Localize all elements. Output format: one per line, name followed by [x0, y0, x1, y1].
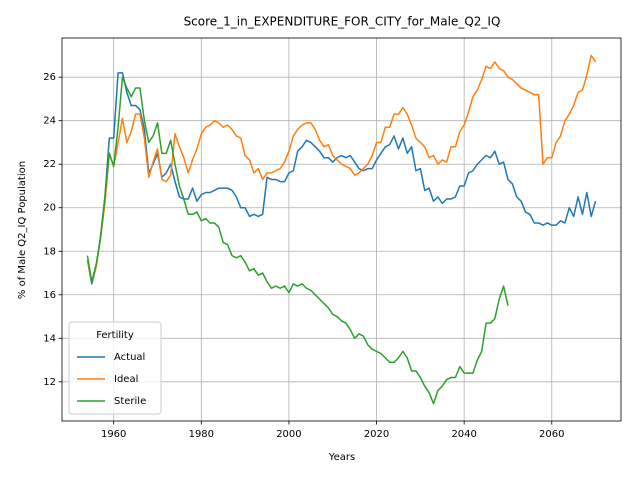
x-tick-label: 1980: [189, 429, 214, 440]
legend: Fertility Actual Ideal Sterile: [68, 321, 162, 415]
series-line: [86, 72, 597, 285]
plot-frame: [61, 37, 622, 422]
y-tick-label: 24: [43, 116, 56, 127]
x-tick-label: 2060: [539, 429, 564, 440]
x-tick-label: 2000: [276, 429, 301, 440]
y-tick-label: 18: [43, 246, 56, 257]
chart-title: Score_1_in_EXPENDITURE_FOR_CITY_for_Male…: [184, 15, 501, 29]
series-line: [86, 54, 597, 283]
legend-box: [68, 321, 162, 415]
x-tick-label: 2040: [451, 429, 476, 440]
y-tick-label: 22: [43, 159, 56, 170]
legend-title: Fertility: [96, 330, 134, 341]
x-axis-label: Years: [328, 452, 355, 463]
y-axis-label: % of Male Q2_IQ Population: [17, 161, 28, 299]
y-tick-label: 14: [43, 333, 56, 344]
y-tick-label: 16: [43, 290, 56, 301]
legend-label: Actual: [114, 352, 145, 363]
legend-label: Ideal: [114, 374, 138, 385]
x-tick-label: 1960: [101, 429, 126, 440]
legend-label: Sterile: [114, 396, 146, 407]
y-tick-label: 20: [43, 203, 56, 214]
series-line: [86, 76, 509, 405]
x-tick-label: 2020: [364, 429, 389, 440]
y-tick-label: 26: [43, 72, 56, 83]
y-tick-label: 12: [43, 377, 56, 388]
